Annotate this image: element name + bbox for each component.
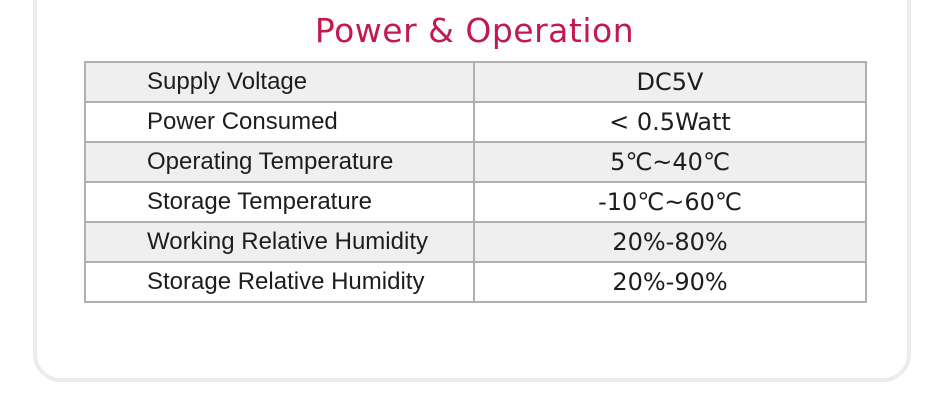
spec-label: Supply Voltage xyxy=(84,61,475,103)
spec-value: 5℃~40℃ xyxy=(473,141,867,183)
table-row: Supply Voltage DC5V xyxy=(84,61,867,103)
spec-value: 20%-80% xyxy=(473,221,867,263)
spec-table: Supply Voltage DC5V Power Consumed < 0.5… xyxy=(84,61,867,303)
page-title: Power & Operation xyxy=(314,11,635,50)
spec-label: Storage Relative Humidity xyxy=(84,261,475,303)
spec-label: Storage Temperature xyxy=(84,181,475,223)
table-row: Power Consumed < 0.5Watt xyxy=(84,101,867,143)
spec-label: Power Consumed xyxy=(84,101,475,143)
spec-value: -10℃~60℃ xyxy=(473,181,867,223)
table-row: Working Relative Humidity 20%-80% xyxy=(84,221,867,263)
spec-value: < 0.5Watt xyxy=(473,101,867,143)
spec-label: Working Relative Humidity xyxy=(84,221,475,263)
table-row: Storage Relative Humidity 20%-90% xyxy=(84,261,867,303)
spec-value: 20%-90% xyxy=(473,261,867,303)
table-row: Storage Temperature -10℃~60℃ xyxy=(84,181,867,223)
table-row: Operating Temperature 5℃~40℃ xyxy=(84,141,867,183)
spec-label: Operating Temperature xyxy=(84,141,475,183)
spec-value: DC5V xyxy=(473,61,867,103)
